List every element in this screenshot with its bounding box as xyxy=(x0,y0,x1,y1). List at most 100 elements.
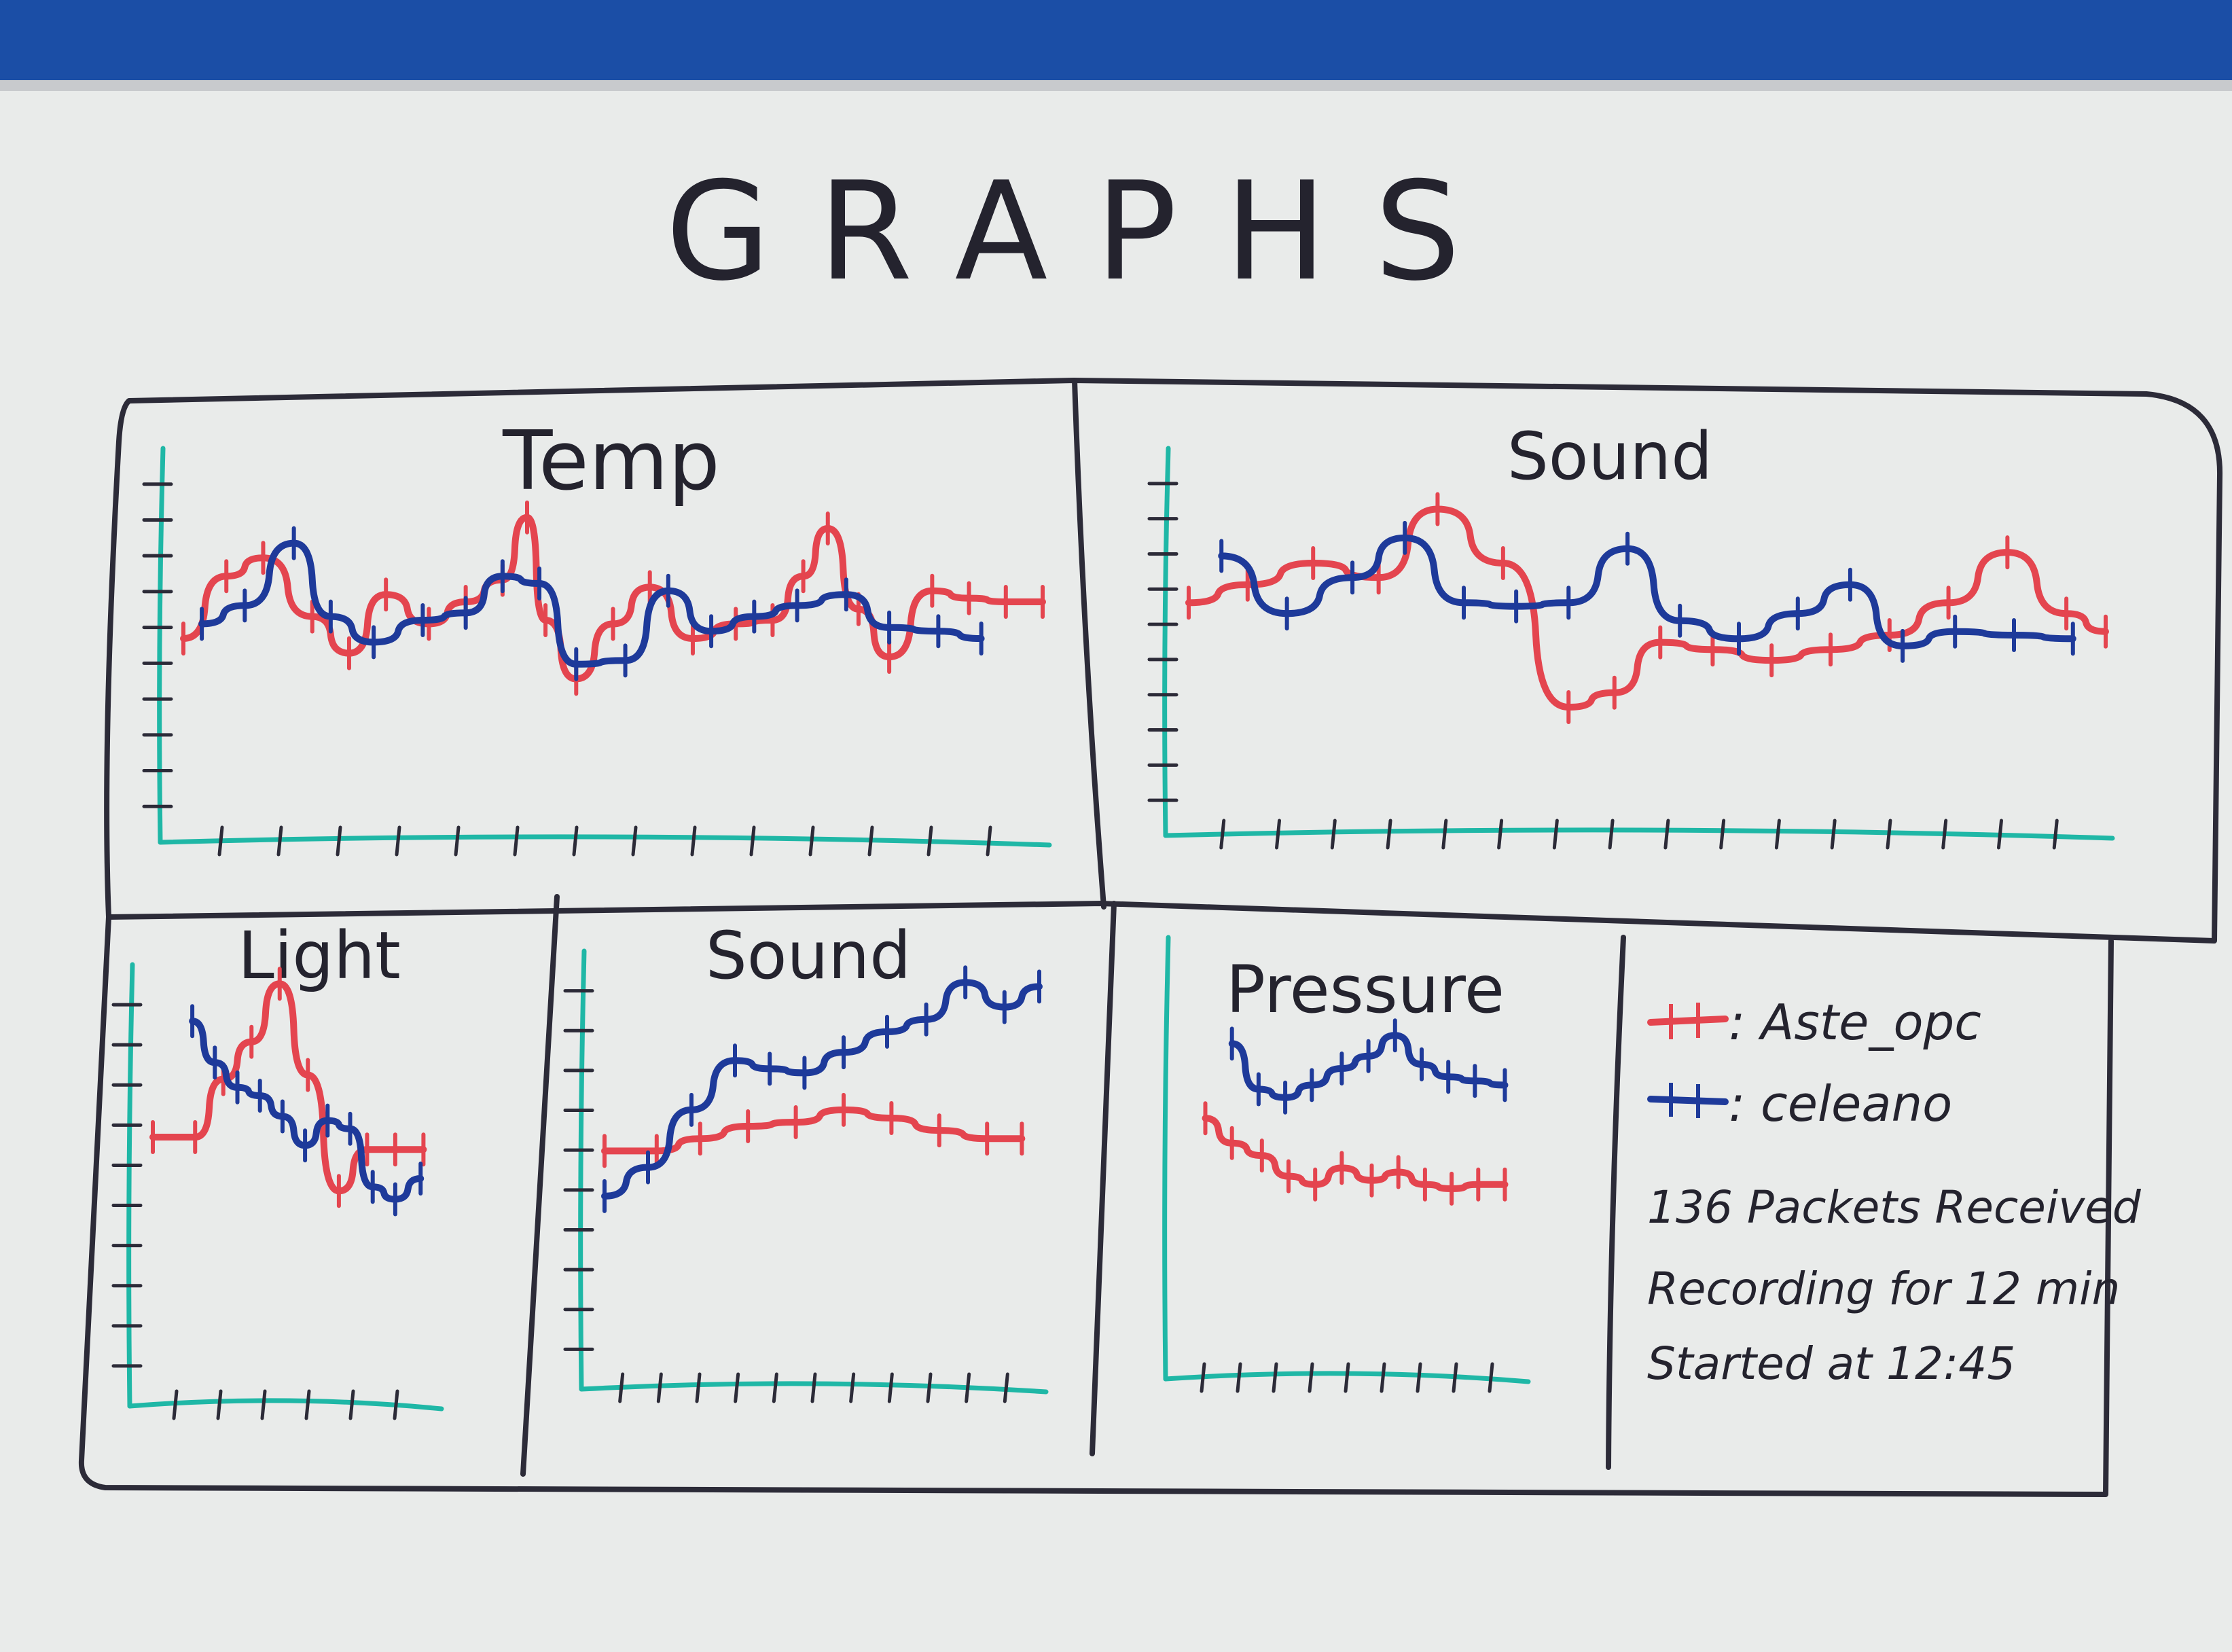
legend-red-swatch xyxy=(1647,1016,1729,1026)
temp-x-axis xyxy=(158,834,1052,848)
sound_bottom-series-blue-line xyxy=(601,979,1043,1200)
sound_bottom-x-tick xyxy=(965,1372,971,1403)
temp-x-tick xyxy=(749,825,756,857)
sound_bottom-x-tick xyxy=(656,1372,663,1403)
light-chart-title: Light xyxy=(238,918,401,994)
light-x-tick xyxy=(393,1389,399,1420)
sound_top-x-tick xyxy=(1275,819,1282,850)
light-y-axis xyxy=(126,962,135,1409)
sound_top-x-tick xyxy=(1663,819,1670,850)
temp-x-tick xyxy=(926,825,933,857)
sound_top-x-tick xyxy=(1552,819,1559,850)
sound-top-chart-title: Sound xyxy=(1507,418,1712,495)
temp-x-tick xyxy=(276,825,283,857)
light-series-red-line xyxy=(149,980,427,1195)
sound_bottom-y-axis xyxy=(578,948,587,1392)
whiteboard-frame-edge xyxy=(0,80,2232,91)
top-panels-frame xyxy=(104,378,2223,944)
pressure-chart xyxy=(1162,935,1531,1393)
sound_top-y-axis xyxy=(1162,446,1171,838)
sound_top-x-tick xyxy=(1886,819,1892,850)
sound_top-x-tick xyxy=(1774,819,1781,850)
pressure-x-tick xyxy=(1380,1362,1386,1393)
sound_top-x-tick xyxy=(1330,819,1337,850)
sound_top-x-tick xyxy=(1941,819,1948,850)
temp-x-tick xyxy=(808,825,815,857)
recording-duration-text: Recording for 12 min xyxy=(1647,1263,2120,1315)
page-title: GRAPHS xyxy=(666,153,1509,311)
sound_top-x-tick xyxy=(1441,819,1448,850)
sound_bottom-x-tick xyxy=(926,1372,933,1403)
light-x-tick xyxy=(172,1389,179,1420)
pressure-chart-title: Pressure xyxy=(1226,952,1505,1028)
start-time-text: Started at 12:45 xyxy=(1647,1337,2015,1390)
pressure-x-tick xyxy=(1200,1362,1206,1393)
temp-x-tick xyxy=(395,825,401,857)
sound-top-chart xyxy=(1147,446,2115,850)
sound_bottom-x-tick xyxy=(618,1372,625,1403)
pressure-x-tick xyxy=(1272,1362,1278,1393)
bottom-divider-3 xyxy=(1606,935,1626,1470)
light-x-tick xyxy=(260,1389,267,1420)
legend-blue-swatch xyxy=(1647,1096,1729,1105)
light-x-tick xyxy=(348,1389,355,1420)
sound_top-x-tick xyxy=(1386,819,1392,850)
pressure-x-tick xyxy=(1308,1362,1314,1393)
sound_bottom-series-red-line xyxy=(601,1106,1026,1155)
temp-x-tick xyxy=(631,825,638,857)
pressure-x-tick xyxy=(1344,1362,1350,1393)
sound_bottom-x-tick xyxy=(849,1372,856,1403)
temp-x-tick xyxy=(336,825,342,857)
sound_top-x-tick xyxy=(1996,819,2003,850)
sound_top-x-tick xyxy=(1830,819,1837,850)
sound_bottom-x-tick xyxy=(887,1372,894,1403)
bottom-divider-1 xyxy=(520,894,560,1477)
legend-label-blue: : celeano xyxy=(1729,1075,1952,1132)
sound_bottom-x-tick xyxy=(734,1372,740,1403)
sound-bottom-chart-title: Sound xyxy=(706,918,911,994)
sound_top-x-tick xyxy=(2052,819,2059,850)
pressure-x-tick xyxy=(1236,1362,1242,1393)
sound_top-x-tick xyxy=(1497,819,1504,850)
light-x-tick xyxy=(304,1389,311,1420)
temp-y-axis xyxy=(157,446,166,845)
top-panel-divider xyxy=(1072,378,1106,910)
temp-x-tick xyxy=(454,825,461,857)
temp-chart xyxy=(142,446,1052,857)
sound-bottom-chart xyxy=(563,948,1049,1403)
legend-label-red: : Aste_opc xyxy=(1729,994,1981,1051)
pressure-x-tick xyxy=(1416,1362,1422,1393)
sound_bottom-x-tick xyxy=(1003,1372,1009,1403)
temp-x-tick xyxy=(867,825,874,857)
temp-x-tick xyxy=(513,825,520,857)
pressure-x-tick xyxy=(1452,1362,1458,1393)
temp-x-tick xyxy=(986,825,992,857)
bottom-panels-frame xyxy=(78,914,2114,1497)
pressure-y-axis xyxy=(1162,935,1171,1382)
legend-item-blue: : celeano xyxy=(1647,1075,1952,1132)
packets-received-text: 136 Packets Received xyxy=(1647,1181,2142,1234)
temp-x-tick xyxy=(690,825,697,857)
temp-x-tick xyxy=(217,825,224,857)
bottom-divider-2 xyxy=(1090,901,1117,1456)
whiteboard-top-frame xyxy=(0,0,2232,88)
sound_top-x-tick xyxy=(1608,819,1615,850)
sound_top-x-tick xyxy=(1219,819,1226,850)
light-x-axis xyxy=(127,1398,444,1412)
sound_bottom-x-tick xyxy=(695,1372,702,1403)
legend: : Aste_opc : celeano xyxy=(1647,994,1981,1132)
temp-chart-title: Temp xyxy=(502,414,720,509)
light-x-tick xyxy=(216,1389,223,1420)
legend-item-red: : Aste_opc xyxy=(1647,994,1981,1051)
pressure-series-red-line xyxy=(1202,1115,1509,1192)
sound_top-series-blue-line xyxy=(1218,534,2076,649)
sound_bottom-x-tick xyxy=(772,1372,778,1403)
pressure-x-tick xyxy=(1488,1362,1494,1393)
temp-x-tick xyxy=(572,825,579,857)
sound_top-x-tick xyxy=(1719,819,1726,850)
light-chart xyxy=(111,962,444,1420)
sound_bottom-x-tick xyxy=(810,1372,817,1403)
sound_top-x-axis xyxy=(1163,827,2115,841)
